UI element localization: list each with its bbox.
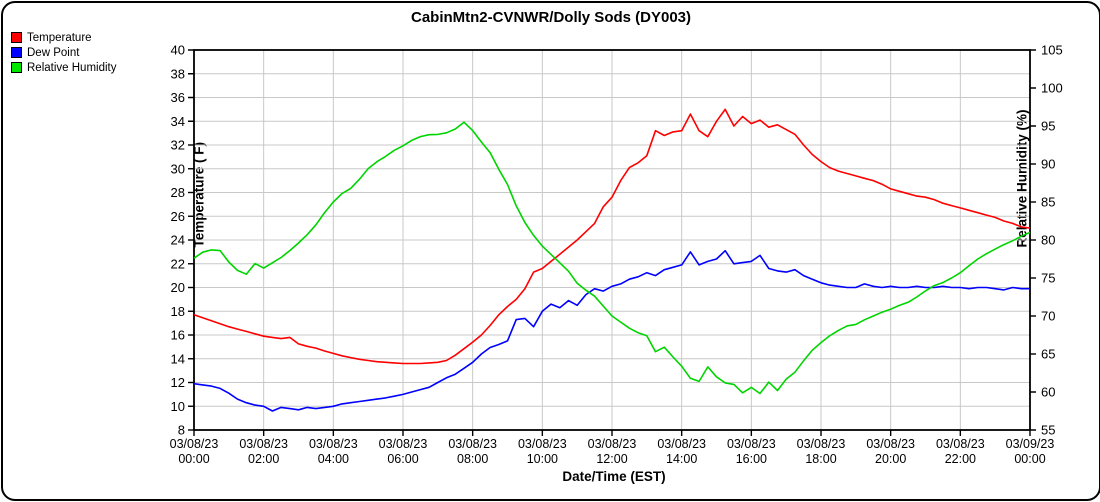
left-tick-label: 32 [171,138,185,153]
x-tick-time: 08:00 [457,452,488,466]
x-tick-date: 03/09/23 [1006,437,1055,451]
x-tick-date: 03/08/23 [309,437,358,451]
legend-label: Relative Humidity [27,61,117,74]
right-tick-label: 80 [1041,233,1055,248]
x-tick-time: 10:00 [527,452,558,466]
x-tick-time: 16:00 [736,452,767,466]
left-tick-label: 16 [171,328,185,343]
x-tick-time: 02:00 [248,452,279,466]
left-tick-label: 26 [171,209,185,224]
x-tick-date: 03/08/23 [170,437,219,451]
left-tick-label: 10 [171,399,185,414]
left-tick-label: 30 [171,161,185,176]
series-line-temperature [193,108,1031,365]
left-tick-label: 20 [171,280,185,295]
x-tick-date: 03/08/23 [657,437,706,451]
x-tick-date: 03/08/23 [379,437,428,451]
legend-item-relative-humidity: Relative Humidity [11,60,116,75]
left-tick-label: 14 [171,351,185,366]
legend-item-temperature: Temperature [11,30,116,45]
x-tick-time: 22:00 [945,452,976,466]
right-tick-label: 70 [1041,309,1055,324]
x-tick-time: 04:00 [318,452,349,466]
left-tick-label: 18 [171,304,185,319]
x-tick-date: 03/08/23 [239,437,288,451]
left-tick-label: 36 [171,90,185,105]
legend-swatch [11,47,22,58]
legend-swatch [11,32,22,43]
right-tick-label: 85 [1041,195,1055,210]
series-line-dew-point [193,249,1030,412]
left-tick-label: 38 [171,66,185,81]
x-axis-title: Date/Time (EST) [562,469,666,484]
legend-label: Dew Point [27,46,80,59]
x-tick-date: 03/08/23 [866,437,915,451]
legend-item-dew-point: Dew Point [11,45,116,60]
x-tick-time: 00:00 [178,452,209,466]
x-tick-date: 03/08/23 [588,437,637,451]
x-tick-time: 20:00 [875,452,906,466]
right-tick-label: 105 [1041,43,1063,58]
left-tick-label: 12 [171,375,185,390]
right-tick-label: 100 [1041,81,1063,96]
left-tick-label: 8 [178,423,185,438]
left-tick-label: 22 [171,256,185,271]
left-tick-label: 24 [171,233,185,248]
x-tick-date: 03/08/23 [448,437,497,451]
x-tick-date: 03/08/23 [518,437,567,451]
left-tick-label: 40 [171,43,185,58]
x-tick-date: 03/08/23 [727,437,776,451]
x-tick-time: 18:00 [805,452,836,466]
left-tick-label: 34 [171,114,185,129]
right-tick-label: 55 [1041,423,1055,438]
legend: Temperature Dew Point Relative Humidity [11,30,116,75]
x-tick-time: 00:00 [1014,452,1045,466]
x-tick-date: 03/08/23 [936,437,985,451]
x-tick-time: 12:00 [596,452,627,466]
right-tick-label: 60 [1041,385,1055,400]
x-tick-date: 03/08/23 [797,437,846,451]
right-tick-label: 95 [1041,119,1055,134]
legend-swatch [11,62,22,73]
x-tick-time: 06:00 [387,452,418,466]
series-line-relative-humidity [193,121,1031,395]
right-tick-label: 65 [1041,347,1055,362]
legend-label: Temperature [27,31,92,44]
left-tick-label: 28 [171,185,185,200]
right-tick-label: 90 [1041,157,1055,172]
plot-area: 8 10 12 14 16 18 20 22 24 26 28 30 32 34 36 38 40 55 60 65 7… [170,43,1063,467]
x-tick-time: 14:00 [666,452,697,466]
chart-title: CabinMtn2-CVNWR/Dolly Sods (DY003) [410,9,692,26]
right-tick-label: 75 [1041,271,1055,286]
